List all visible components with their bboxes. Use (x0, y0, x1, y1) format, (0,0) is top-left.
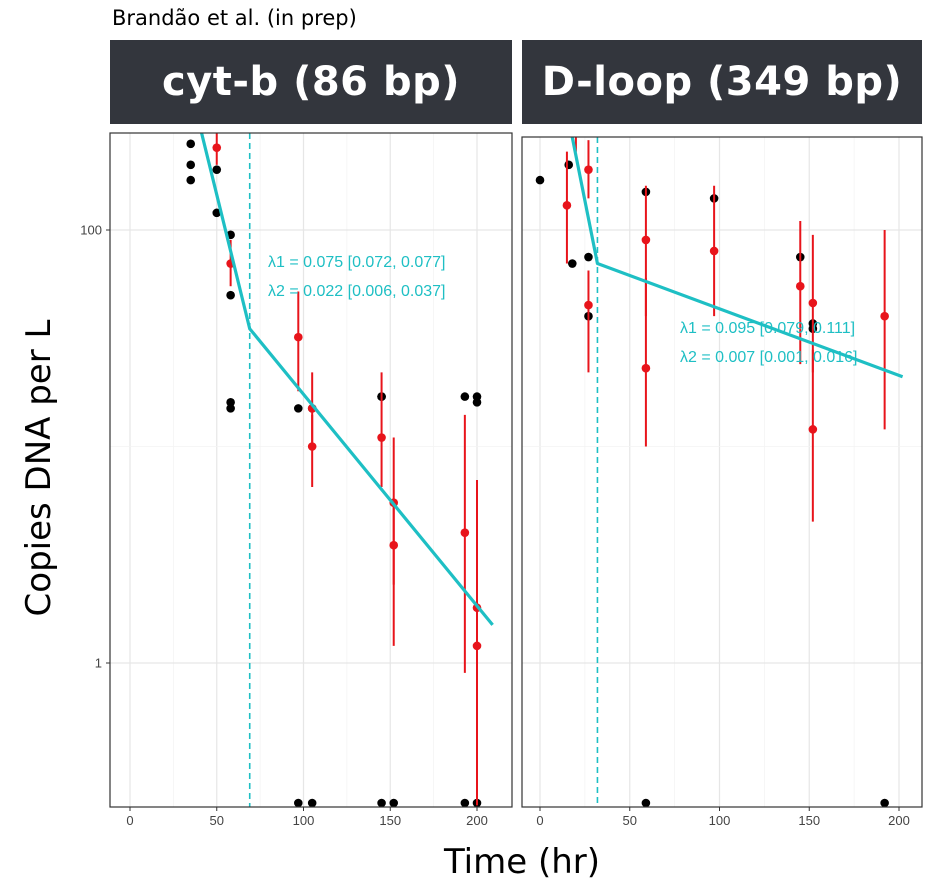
red-data-point (174, 74, 183, 83)
red-data-point (307, 442, 317, 451)
red-data-point (557, 24, 566, 33)
black-data-point (174, 122, 183, 131)
x-axis-label: Time (hr) (443, 842, 601, 882)
black-data-point (164, 9, 173, 18)
black-data-point (160, 30, 169, 39)
black-data-point (293, 404, 303, 413)
red-data-point (293, 332, 303, 342)
red-data-point (164, 9, 173, 18)
black-data-point (186, 175, 196, 185)
x-tick-label: 0 (126, 813, 133, 828)
citation-text: Brandão et al. (in prep) (112, 6, 357, 30)
black-data-point (212, 208, 222, 218)
black-data-point (212, 165, 222, 174)
red-data-point (709, 246, 719, 256)
black-data-point (564, 160, 574, 170)
lambda-annotation: λ1 = 0.075 [0.072, 0.077] (268, 254, 445, 271)
black-data-point (641, 798, 651, 807)
black-data-point (460, 392, 470, 401)
black-data-point (572, 43, 581, 52)
black-data-point (186, 95, 195, 104)
fit-line (199, 133, 494, 626)
black-data-point (174, 74, 183, 83)
black-data-point (152, 9, 161, 18)
black-data-point (880, 798, 889, 807)
panel-cytb: λ1 = 0.075 [0.072, 0.077] λ2 = 0.022 [0.0… (80, 0, 513, 828)
black-data-point (226, 404, 235, 413)
red-data-point (641, 235, 651, 245)
red-data-point (212, 143, 222, 152)
red-data-point (536, 65, 545, 74)
black-data-point (226, 290, 235, 300)
red-data-point (808, 425, 818, 434)
black-data-point (157, 30, 166, 39)
panel-border (521, 136, 923, 808)
x-tick-label: 150 (379, 813, 401, 828)
red-data-point (568, 95, 577, 104)
panel-border (109, 132, 513, 808)
black-data-point (389, 798, 399, 807)
black-data-point (460, 798, 470, 807)
red-data-point (572, 113, 581, 122)
black-data-point (174, 19, 183, 28)
x-tick-label: 200 (466, 813, 488, 828)
black-data-point (535, 175, 545, 185)
facet-header-cytb: cyt-b (86 bp) (110, 40, 512, 124)
black-data-point (174, 57, 183, 66)
red-data-point (641, 363, 651, 373)
black-data-point (568, 259, 577, 268)
red-data-point (808, 298, 818, 308)
black-data-point (584, 252, 593, 262)
black-data-point (152, 0, 161, 1)
x-tick-label: 50 (210, 813, 224, 828)
red-data-point (562, 201, 572, 210)
facet-header-dloop: D-loop (349 bp) (522, 40, 922, 124)
lambda-annotation: λ2 = 0.022 [0.006, 0.037] (268, 283, 445, 300)
black-data-point (557, 100, 566, 109)
black-data-point (377, 798, 386, 807)
x-tick-label: 200 (888, 813, 910, 828)
black-data-point (157, 0, 166, 9)
red-data-point (389, 540, 399, 550)
black-data-point (164, 36, 173, 45)
red-data-point (795, 281, 805, 291)
lambda-annotation: λ1 = 0.095 [0.079, 0.111] (680, 320, 855, 337)
red-data-point (377, 433, 386, 442)
black-data-point (226, 398, 235, 407)
x-tick-label: 150 (798, 813, 820, 828)
x-tick-label: 100 (709, 813, 731, 828)
black-data-point (307, 798, 317, 807)
black-data-point (186, 139, 196, 149)
fit-line (570, 137, 904, 379)
black-data-point (157, 43, 166, 52)
x-tick-label: 50 (623, 813, 637, 828)
red-data-point (880, 311, 889, 321)
y-tick-label: 100 (80, 223, 102, 238)
red-data-point (460, 528, 470, 537)
red-data-point (584, 165, 593, 174)
x-tick-label: 100 (293, 813, 315, 828)
panel-dloop: λ1 = 0.095 [0.079, 0.111] λ2 = 0.007 [0.0… (521, 24, 923, 828)
lambda-annotation: λ2 = 0.007 [0.001, 0.016] (680, 349, 857, 366)
y-tick-label: 1 (95, 656, 102, 671)
black-data-point (293, 798, 303, 807)
x-tick-label: 0 (536, 813, 543, 828)
black-data-point (472, 398, 482, 407)
red-data-point (186, 108, 195, 117)
red-data-point (563, 65, 572, 74)
red-data-point (472, 641, 482, 651)
black-data-point (186, 160, 196, 170)
red-data-point (584, 300, 593, 310)
black-data-point (160, 84, 169, 93)
